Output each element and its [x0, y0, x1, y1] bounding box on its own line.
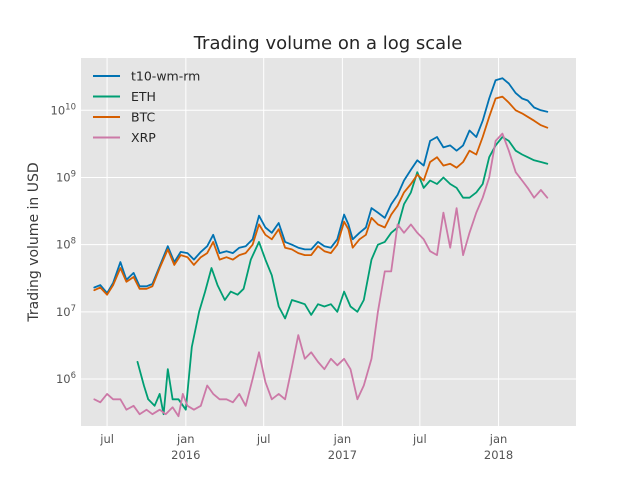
y-axis-ticks: 106 107 108 109 1010	[51, 102, 76, 386]
x-tick-year-label: 2018	[484, 448, 513, 462]
x-tick-year-label: 2016	[171, 448, 200, 462]
legend-label: ETH	[131, 89, 156, 104]
x-axis-ticks: jul jan 2016 jul jan 2017 jul jan 2018	[99, 432, 513, 462]
chart-title: Trading volume on a log scale	[193, 33, 463, 54]
x-tick-label: jul	[412, 432, 427, 446]
legend-label: XRP	[131, 130, 156, 145]
legend: t10-wm-rm ETH BTC XRP	[93, 69, 200, 145]
y-tick-label: 106	[56, 371, 76, 386]
y-tick-label: 109	[56, 169, 76, 184]
series-line-eth	[136, 136, 549, 416]
series-line-btc	[93, 95, 549, 296]
legend-label: t10-wm-rm	[131, 69, 200, 84]
x-tick-year-label: 2017	[328, 448, 357, 462]
x-tick-label: jan	[176, 432, 195, 446]
y-tick-label: 1010	[51, 102, 76, 117]
plot-area	[81, 58, 576, 426]
x-tick-label: jan	[489, 432, 508, 446]
series-line-xrp	[93, 132, 549, 418]
y-axis-label: Trading volume in USD	[26, 162, 42, 322]
x-tick-label: jul	[256, 432, 271, 446]
series-lines	[93, 77, 549, 418]
y-tick-label: 108	[56, 237, 76, 252]
x-tick-label: jan	[333, 432, 352, 446]
x-tick-label: jul	[99, 432, 114, 446]
legend-label: BTC	[131, 110, 155, 125]
y-tick-label: 107	[56, 304, 76, 319]
grid-lines	[81, 58, 576, 426]
series-line-t10-wm-rm	[93, 77, 549, 294]
